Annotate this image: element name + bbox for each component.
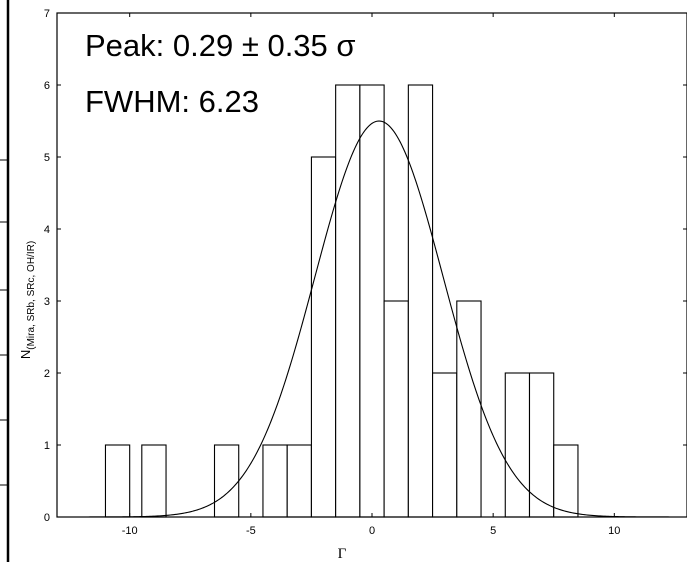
- histogram-bar-9: [407, 84, 434, 518]
- y-tick-label-0: 0: [44, 512, 50, 524]
- histogram-bar-11: [456, 300, 482, 518]
- y-tick-label-6: 6: [44, 80, 50, 92]
- fwhm-annotation: FWHM: 6.23: [85, 84, 259, 119]
- x-axis-ticks: -10 -5 0 5 10: [122, 13, 620, 537]
- y-tick-label-1: 1: [44, 440, 50, 452]
- y-tick-label-4: 4: [44, 224, 50, 236]
- histogram-bar-6: [335, 84, 361, 518]
- histogram-bar-1: [141, 444, 167, 518]
- plot-frame: [56, 12, 687, 518]
- y-tick-label-2: 2: [44, 368, 50, 380]
- histogram-bar-12: [504, 372, 531, 518]
- histogram-bar-10: [432, 372, 458, 518]
- histogram-bar-3: [262, 444, 288, 518]
- y-tick-label-3: 3: [44, 296, 50, 308]
- x-tick-label-10: 10: [608, 525, 620, 537]
- histogram-bars: [104, 84, 579, 518]
- peak-annotation: Peak: 0.29 ± 0.35 σ: [85, 28, 356, 63]
- y-axis-label-main: N: [18, 350, 33, 359]
- histogram-bar-7: [359, 84, 385, 518]
- histogram-bar-0: [104, 444, 131, 518]
- histogram-bar-2: [213, 444, 240, 518]
- histogram-bar-8: [383, 300, 409, 518]
- histogram-bar-4: [286, 444, 312, 518]
- x-tick-label-5: 5: [490, 525, 496, 537]
- y-tick-label-7: 7: [44, 8, 50, 20]
- histogram-bar-5: [310, 156, 337, 518]
- x-tick-label-0: 0: [369, 525, 375, 537]
- histogram-bar-14: [553, 444, 579, 518]
- x-tick-label--10: -10: [122, 525, 138, 537]
- gaussian-fit-curve: [57, 120, 687, 518]
- y-axis-label-subscript: (Mira, SRb, SRc, OH/IR): [26, 241, 37, 350]
- y-axis-label: N(Mira, SRb, SRc, OH/IR): [18, 241, 37, 359]
- y-tick-label-5: 5: [44, 152, 50, 164]
- x-tick-label--5: -5: [246, 525, 256, 537]
- x-axis-label: Γ: [338, 546, 347, 562]
